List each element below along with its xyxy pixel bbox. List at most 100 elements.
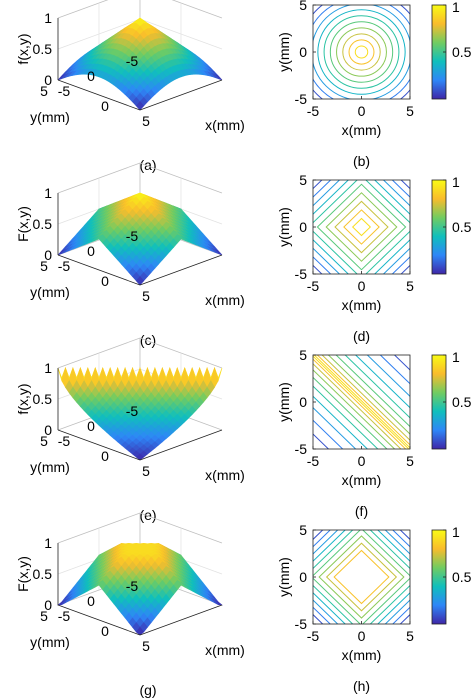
contour-line bbox=[313, 363, 402, 449]
contour-line bbox=[316, 183, 407, 271]
z-tick-label: 1 bbox=[44, 360, 52, 376]
x-tick-label: -5 bbox=[307, 628, 320, 644]
x-axis-label: x(mm) bbox=[205, 467, 245, 483]
z-tick-label: 0.5 bbox=[33, 41, 53, 57]
x-tick-label: 5 bbox=[406, 278, 414, 294]
y-axis-label: y(mm) bbox=[276, 207, 292, 247]
box-back-top bbox=[57, 162, 223, 194]
x-tick-label: 5 bbox=[406, 453, 414, 469]
x-axis-line bbox=[57, 604, 141, 636]
y-axis-line bbox=[139, 254, 223, 286]
panel-caption: (h) bbox=[353, 678, 370, 694]
colorbar-tick-label: 1 bbox=[452, 174, 460, 190]
contour-line bbox=[348, 39, 375, 65]
contour-line bbox=[354, 355, 410, 409]
box-back-top bbox=[57, 337, 223, 369]
z-axis-label: f(x,y) bbox=[15, 33, 31, 64]
axes-box bbox=[312, 4, 411, 100]
surface-mesh bbox=[57, 543, 223, 636]
contour-lines bbox=[313, 5, 410, 99]
y-tick-label: 0 bbox=[87, 593, 95, 609]
y-axis-label: y(mm) bbox=[276, 32, 292, 72]
y-tick-label: -5 bbox=[295, 616, 308, 632]
contour-line bbox=[335, 355, 410, 428]
y-axis-line bbox=[139, 429, 223, 461]
colorbar-tick-label: 0.5 bbox=[452, 44, 472, 60]
x-tick-label: 5 bbox=[406, 628, 414, 644]
contour-line bbox=[313, 355, 410, 449]
contour-line bbox=[325, 192, 398, 262]
x-tick-label: 0 bbox=[101, 273, 109, 289]
x-axis-label: x(mm) bbox=[342, 647, 382, 663]
panel-caption: (e) bbox=[139, 507, 156, 523]
contour-line bbox=[325, 542, 398, 612]
x-axis-line bbox=[57, 429, 141, 461]
x-axis-label: x(mm) bbox=[205, 292, 245, 308]
box-back-top bbox=[57, 512, 223, 544]
z-axis-label: F(x,y) bbox=[15, 556, 31, 592]
x-tick-label: 0 bbox=[101, 98, 109, 114]
contour-plot-f: -5 0 5 5 0 -5 x(mm) y(mm) (f) 1 0.5 bbox=[276, 347, 472, 519]
y-axis-label: y(mm) bbox=[30, 459, 70, 475]
contour-lines bbox=[313, 180, 410, 274]
contour-line bbox=[313, 530, 410, 624]
surface-mesh bbox=[57, 366, 223, 461]
y-axis-line bbox=[139, 79, 223, 111]
contour-line bbox=[313, 180, 410, 274]
z-tick-label: 1 bbox=[44, 10, 52, 26]
panel-caption: (a) bbox=[139, 157, 156, 173]
x-tick-label: -5 bbox=[58, 83, 71, 99]
x-tick-label: -5 bbox=[307, 278, 320, 294]
z-tick-label: 0 bbox=[44, 422, 52, 438]
contour-line bbox=[344, 355, 410, 419]
contour-lines bbox=[313, 355, 410, 449]
colorbar-tick-label: 1 bbox=[452, 349, 460, 365]
contour-line bbox=[316, 355, 410, 446]
x-axis-label: x(mm) bbox=[342, 297, 382, 313]
contour-line bbox=[313, 376, 388, 449]
y-tick-label: 0 bbox=[299, 44, 307, 60]
x-tick-label: 0 bbox=[101, 448, 109, 464]
x-tick-label: 0 bbox=[358, 453, 366, 469]
contour-line bbox=[318, 535, 405, 619]
contour-line bbox=[313, 530, 410, 624]
x-tick-label: 0 bbox=[358, 103, 366, 119]
y-axis-label: y(mm) bbox=[276, 557, 292, 597]
x-tick-label: -5 bbox=[307, 453, 320, 469]
contour-plot-d: -5 0 5 5 0 -5 x(mm) y(mm) (d) 1 0.5 bbox=[276, 172, 472, 344]
x-tick-label: 5 bbox=[142, 113, 150, 129]
contour-line bbox=[323, 15, 400, 89]
x-tick-label: 0 bbox=[101, 623, 109, 639]
x-tick-label: -5 bbox=[307, 103, 320, 119]
colorbar-tick-label: 0.5 bbox=[452, 569, 472, 585]
contour-line bbox=[313, 530, 410, 624]
contour-line bbox=[342, 33, 381, 71]
contour-line bbox=[313, 369, 396, 449]
x-axis-line bbox=[57, 254, 141, 286]
y-axis-label: y(mm) bbox=[30, 109, 70, 125]
x-tick-label: 0 bbox=[358, 628, 366, 644]
panel-caption: (f) bbox=[355, 503, 368, 519]
contour-line bbox=[321, 355, 410, 441]
y-tick-label: 5 bbox=[299, 347, 307, 363]
contour-line bbox=[313, 358, 407, 449]
y-tick-label: 5 bbox=[299, 172, 307, 188]
y-axis-label: y(mm) bbox=[276, 382, 292, 422]
y-tick-label: -5 bbox=[126, 228, 139, 244]
y-tick-label: -5 bbox=[126, 403, 139, 419]
y-tick-label: 5 bbox=[299, 0, 307, 13]
contour-line bbox=[333, 549, 390, 605]
x-axis-line bbox=[57, 79, 141, 111]
z-axis-label: F(x,y) bbox=[15, 206, 31, 242]
surface-mesh bbox=[57, 192, 223, 286]
x-axis-label: x(mm) bbox=[342, 472, 382, 488]
y-tick-label: 0 bbox=[299, 569, 307, 585]
y-tick-label: 5 bbox=[40, 258, 48, 274]
contour-plot-b: -5 0 5 5 0 -5 x(mm) y(mm) (b) 1 0.5 bbox=[276, 0, 472, 169]
y-tick-label: -5 bbox=[126, 53, 139, 69]
z-tick-label: 1 bbox=[44, 185, 52, 201]
